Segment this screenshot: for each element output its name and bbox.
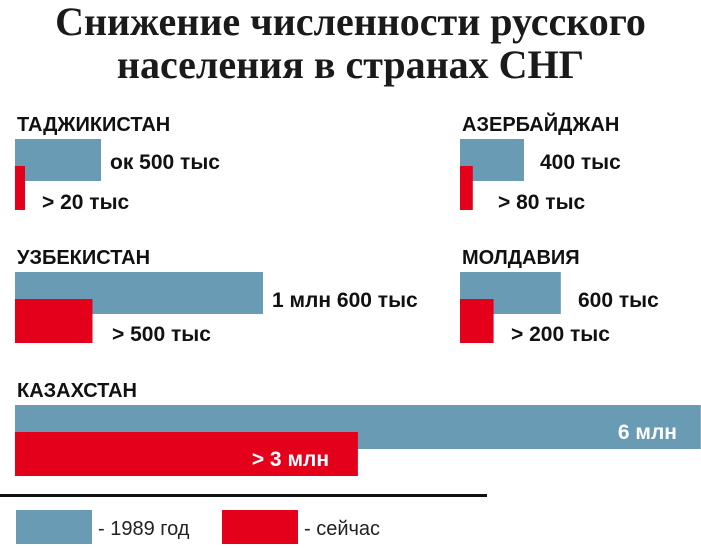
country-4-bar-now: [15, 432, 358, 476]
country-0-bar-1989: [15, 139, 101, 181]
country-4-label-now: > 3 млн: [252, 448, 329, 471]
country-1-bar-now: [460, 166, 473, 210]
legend-swatch-now: [222, 510, 298, 544]
country-0-label-1989: ок 500 тыс: [110, 151, 220, 174]
country-3-name: МОЛДАВИЯ: [462, 247, 580, 269]
chart-title-line-1: Снижение численности русского: [55, 0, 646, 44]
legend-divider: [0, 494, 487, 497]
country-3-bar-now: [460, 299, 494, 343]
country-2-bar-now: [15, 299, 93, 343]
country-0-name: ТАДЖИКИСТАН: [17, 114, 170, 136]
country-4-name: КАЗАХСТАН: [17, 380, 137, 402]
legend-label-1989: - 1989 год: [98, 518, 190, 540]
country-3-label-now: > 200 тыс: [511, 323, 610, 346]
chart-title-line-2: населения в странах СНГ: [116, 42, 585, 87]
country-2-label-now: > 500 тыс: [112, 323, 211, 346]
country-0-bar-now: [15, 166, 25, 210]
country-1-name: АЗЕРБАЙДЖАН: [462, 112, 619, 136]
country-1-label-now: > 80 тыс: [498, 191, 586, 214]
country-4-label-1989: 6 млн: [618, 421, 677, 444]
country-2-label-1989: 1 млн 600 тыс: [272, 289, 418, 312]
country-1-label-1989: 400 тыс: [540, 151, 621, 174]
legend-swatch-1989: [16, 510, 92, 544]
country-2-name: УЗБЕКИСТАН: [17, 247, 150, 269]
country-0-label-now: > 20 тыс: [42, 191, 130, 214]
country-3-label-1989: 600 тыс: [578, 289, 659, 312]
chart-title: Снижение численности русского населения …: [0, 0, 701, 86]
legend-label-now: - сейчас: [304, 518, 380, 540]
